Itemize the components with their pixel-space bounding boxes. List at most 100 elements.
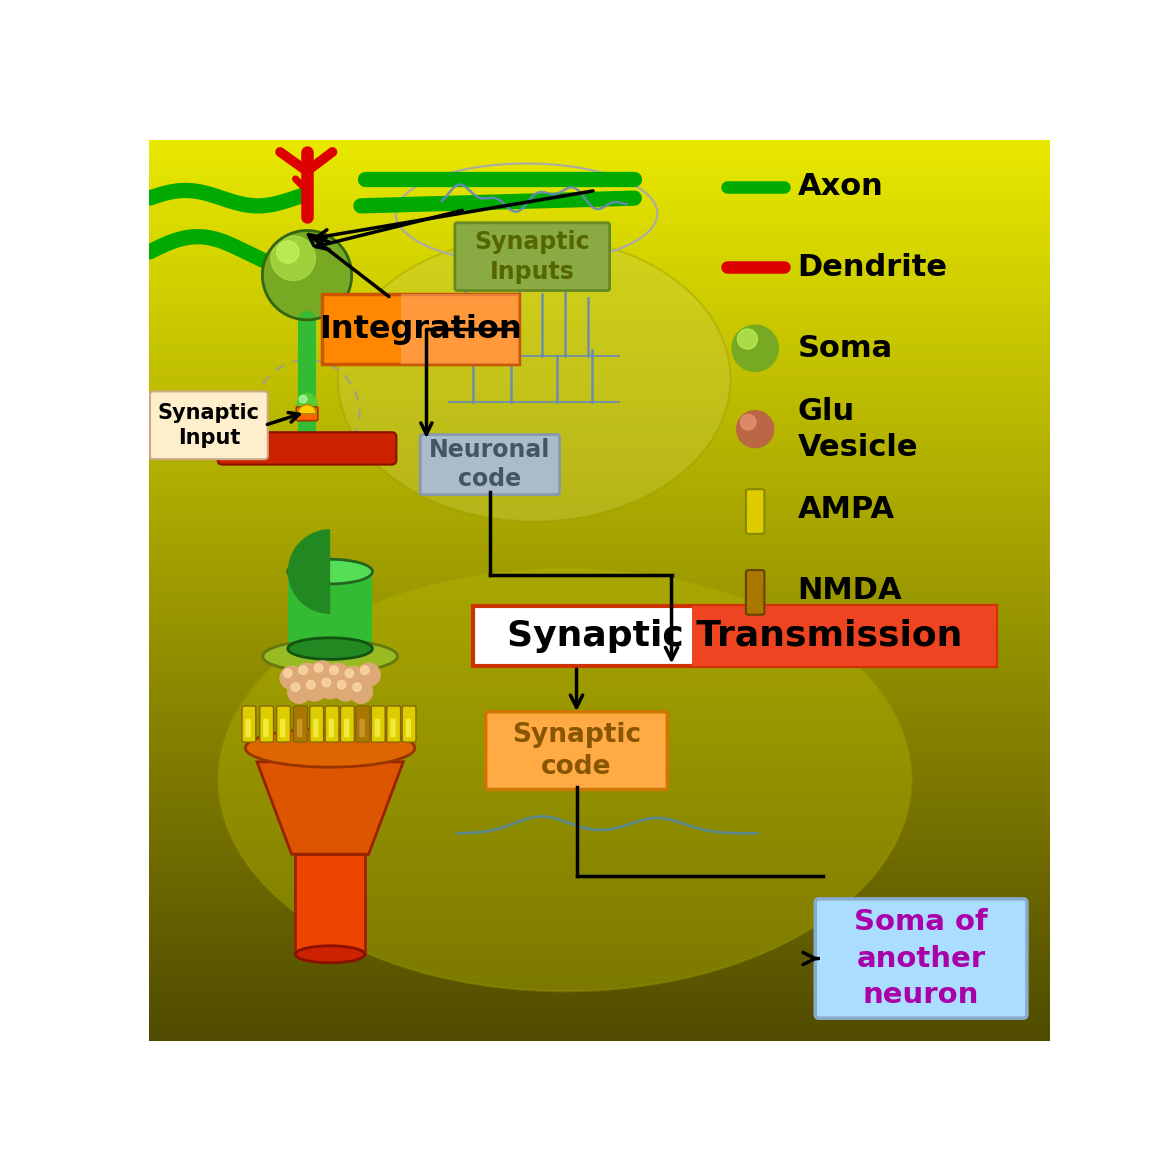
Bar: [150, 414, 1051, 420]
FancyBboxPatch shape: [746, 489, 764, 534]
Bar: [150, 419, 1051, 425]
Bar: [150, 752, 1051, 757]
Text: Dendrite: Dendrite: [798, 253, 948, 282]
Bar: [150, 302, 1051, 307]
Bar: [150, 495, 1051, 501]
Bar: [150, 640, 1051, 645]
Circle shape: [300, 666, 308, 674]
Bar: [150, 1013, 1051, 1019]
Bar: [150, 599, 1051, 605]
Circle shape: [291, 683, 300, 691]
Bar: [150, 441, 1051, 447]
Bar: [150, 436, 1051, 442]
Bar: [150, 139, 1051, 145]
Bar: [150, 743, 1051, 749]
Bar: [150, 820, 1051, 825]
Bar: [150, 833, 1051, 839]
Bar: [150, 585, 1051, 591]
Bar: [150, 185, 1051, 190]
Bar: [150, 684, 1051, 690]
Bar: [150, 234, 1051, 240]
Bar: [150, 942, 1051, 947]
Circle shape: [337, 681, 346, 689]
FancyBboxPatch shape: [402, 706, 417, 742]
Bar: [150, 464, 1051, 469]
Bar: [150, 550, 1051, 555]
Bar: [150, 789, 1051, 793]
FancyBboxPatch shape: [356, 706, 370, 742]
Circle shape: [330, 666, 338, 674]
Bar: [150, 842, 1051, 847]
Bar: [150, 225, 1051, 230]
Bar: [150, 590, 1051, 596]
Bar: [150, 433, 1051, 438]
Bar: [150, 536, 1051, 542]
Bar: [150, 518, 1051, 523]
Circle shape: [350, 680, 372, 703]
Bar: [150, 424, 1051, 428]
Bar: [150, 762, 1051, 766]
Bar: [150, 784, 1051, 789]
Bar: [150, 653, 1051, 659]
FancyBboxPatch shape: [815, 899, 1027, 1018]
Bar: [150, 144, 1051, 150]
Bar: [150, 923, 1051, 929]
Bar: [150, 887, 1051, 893]
Bar: [150, 716, 1051, 722]
Text: Soma: Soma: [798, 333, 893, 363]
Bar: [150, 730, 1051, 735]
Bar: [150, 253, 1051, 257]
FancyBboxPatch shape: [263, 718, 269, 737]
Bar: [150, 621, 1051, 627]
Circle shape: [315, 663, 323, 672]
Bar: [150, 865, 1051, 870]
Bar: [150, 383, 1051, 388]
Bar: [150, 703, 1051, 708]
Bar: [150, 198, 1051, 204]
Bar: [150, 351, 1051, 357]
Bar: [150, 446, 1051, 452]
Circle shape: [307, 681, 315, 689]
Text: Synaptic
code: Synaptic code: [512, 722, 641, 779]
Bar: [150, 180, 1051, 186]
Bar: [150, 757, 1051, 762]
Bar: [150, 171, 1051, 177]
Bar: [150, 243, 1051, 248]
Bar: [150, 514, 1051, 518]
Bar: [150, 397, 1051, 401]
Bar: [150, 635, 1051, 640]
Bar: [150, 915, 1051, 920]
Ellipse shape: [263, 640, 398, 673]
Circle shape: [303, 677, 326, 701]
Circle shape: [737, 411, 773, 448]
FancyBboxPatch shape: [420, 434, 559, 495]
FancyBboxPatch shape: [374, 718, 380, 737]
Bar: [150, 779, 1051, 785]
Bar: [150, 166, 1051, 172]
Circle shape: [283, 669, 292, 677]
Bar: [150, 473, 1051, 479]
Bar: [150, 392, 1051, 397]
Bar: [150, 487, 1051, 491]
Ellipse shape: [219, 567, 911, 991]
Bar: [150, 860, 1051, 866]
Bar: [150, 248, 1051, 253]
Bar: [150, 738, 1051, 744]
Bar: [150, 906, 1051, 910]
Bar: [150, 572, 1051, 577]
Bar: [150, 869, 1051, 875]
Bar: [150, 329, 1051, 335]
FancyBboxPatch shape: [406, 718, 411, 737]
Bar: [150, 577, 1051, 581]
Polygon shape: [303, 945, 357, 962]
FancyBboxPatch shape: [473, 606, 996, 666]
Bar: [150, 631, 1051, 636]
Circle shape: [262, 230, 352, 319]
Bar: [150, 879, 1051, 883]
Bar: [150, 374, 1051, 379]
Bar: [150, 892, 1051, 897]
Bar: [150, 1035, 1051, 1041]
Bar: [150, 356, 1051, 362]
Bar: [150, 378, 1051, 384]
Polygon shape: [693, 606, 996, 666]
